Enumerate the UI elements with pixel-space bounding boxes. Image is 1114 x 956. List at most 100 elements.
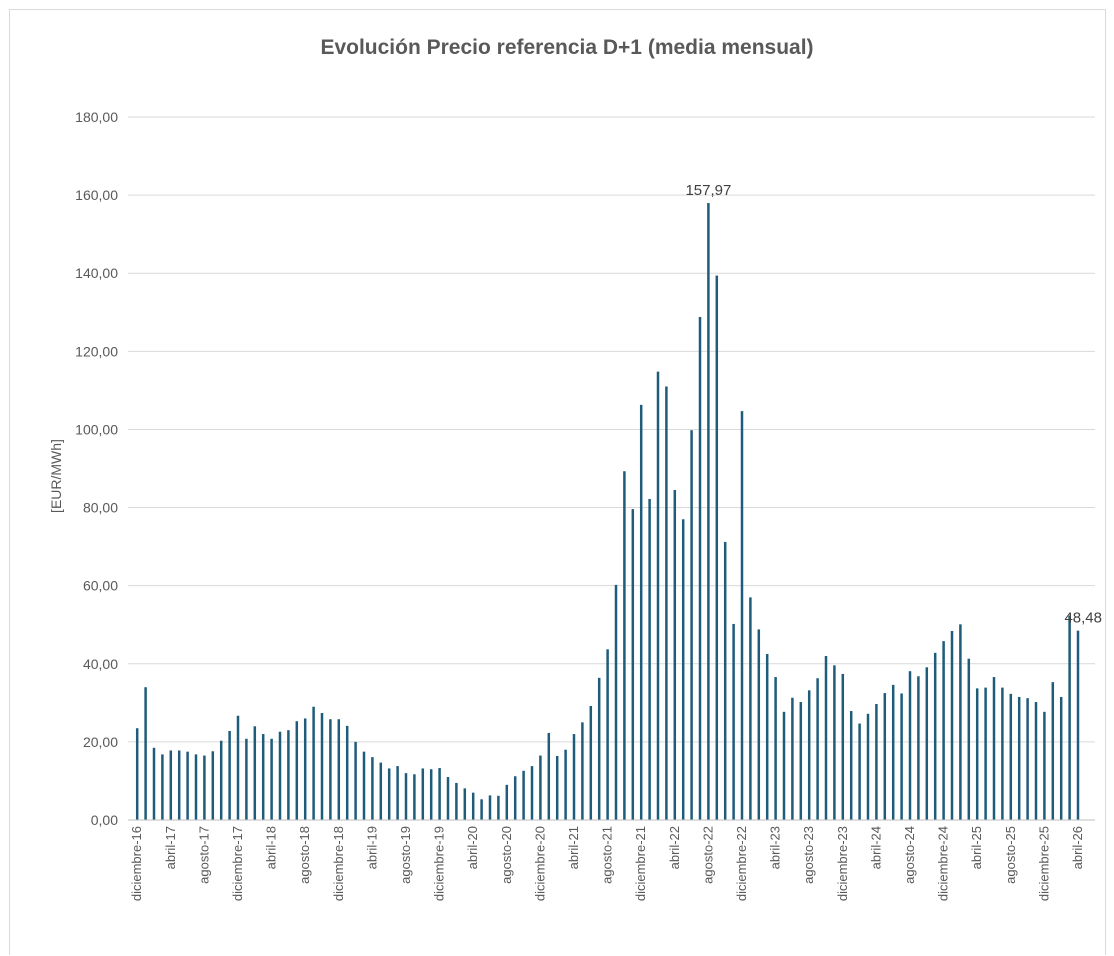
bar [497, 795, 500, 820]
x-tick-label: agosto-20 [499, 826, 514, 884]
bar [975, 688, 979, 820]
bar [530, 766, 534, 820]
bar [917, 676, 920, 820]
bar [690, 430, 693, 820]
x-tick-label: diciembre-19 [432, 826, 447, 901]
bar [883, 693, 887, 820]
bar [379, 762, 383, 820]
bar [581, 722, 584, 820]
bar [161, 754, 164, 820]
bar [1017, 696, 1021, 820]
bar [194, 754, 198, 820]
bar [270, 738, 273, 820]
bar [438, 768, 441, 820]
bar [925, 667, 929, 820]
x-tick-label: agosto-25 [1003, 826, 1018, 884]
bar [665, 386, 668, 820]
x-tick-label: agosto-19 [398, 826, 413, 884]
bar [572, 734, 576, 820]
bar [144, 687, 147, 820]
bar [900, 693, 903, 820]
x-tick-label: diciembre-23 [835, 826, 850, 901]
bars [135, 203, 1080, 821]
y-axis-label: [EUR/MWh] [48, 439, 64, 513]
x-tick-label: diciembre-16 [129, 826, 144, 901]
bar [824, 655, 828, 820]
bar [396, 766, 399, 820]
bar [656, 371, 660, 820]
gridlines [128, 116, 1095, 743]
y-tick-label: 60,00 [83, 578, 118, 594]
bar [295, 721, 299, 820]
bar [287, 730, 290, 820]
x-tick-label: diciembre-22 [734, 826, 749, 901]
x-tick-label: diciembre-17 [230, 826, 245, 901]
bar [555, 755, 559, 820]
bar [623, 471, 626, 820]
bar [228, 730, 231, 820]
bar [354, 741, 357, 820]
bar [337, 719, 341, 820]
bar [774, 677, 777, 820]
bar [849, 711, 853, 820]
bar [203, 755, 206, 820]
bar [782, 711, 786, 820]
bar [362, 751, 366, 820]
bar [1009, 693, 1013, 820]
x-tick-label: abril-24 [868, 826, 883, 869]
bar [303, 718, 307, 820]
bar [329, 719, 332, 820]
bar [698, 316, 702, 820]
x-tick-label: agosto-24 [902, 826, 917, 884]
bar [606, 649, 609, 820]
y-tick-labels: 0,00 20,00 40,00 60,00 80,00 100,00 120,00 140,… [75, 109, 118, 828]
bar [740, 411, 744, 820]
chart-svg: Evolución Precio referencia D+1 (media m… [48, 36, 1102, 901]
bar [219, 740, 223, 820]
y-tick-label: 160,00 [75, 187, 118, 203]
bar [673, 489, 677, 820]
x-tick-label: abril-19 [364, 826, 379, 869]
bar [841, 673, 845, 820]
y-tick-label: 0,00 [91, 812, 118, 828]
x-tick-label: abril-25 [969, 826, 984, 869]
x-tick-label: agosto-22 [700, 826, 715, 884]
bar [723, 541, 727, 820]
bar [715, 275, 719, 820]
y-tick-label: 80,00 [83, 500, 118, 516]
x-tick-label: diciembre-24 [936, 826, 951, 901]
bar [749, 597, 752, 820]
x-tick-label: diciembre-25 [1036, 826, 1051, 901]
bar [186, 751, 189, 820]
bar [1034, 702, 1038, 820]
chart-title: Evolución Precio referencia D+1 (media m… [320, 36, 813, 59]
bar [942, 641, 945, 820]
bar [807, 690, 811, 820]
bar [950, 630, 954, 820]
bar [488, 795, 492, 820]
bar [799, 702, 803, 820]
data-label: 48,48 [1064, 610, 1102, 627]
x-tick-label: abril-21 [566, 826, 581, 869]
bar [261, 734, 265, 820]
bar [908, 671, 912, 820]
bar [648, 498, 651, 820]
bar [1043, 711, 1046, 820]
x-tick-label: abril-18 [264, 826, 279, 869]
bar [253, 726, 257, 820]
y-tick-label: 40,00 [83, 656, 118, 672]
bar [455, 782, 458, 820]
bar [245, 738, 248, 820]
bar [522, 770, 525, 820]
bar [833, 665, 836, 820]
bar [404, 773, 408, 820]
bar [875, 704, 878, 820]
bar [992, 677, 996, 820]
bar [597, 677, 601, 820]
y-tick-label: 140,00 [75, 265, 118, 281]
bar [169, 750, 173, 820]
x-tick-label: diciembre-18 [331, 826, 346, 901]
bar [236, 715, 240, 820]
bar [135, 728, 139, 820]
y-tick-label: 20,00 [83, 734, 118, 750]
